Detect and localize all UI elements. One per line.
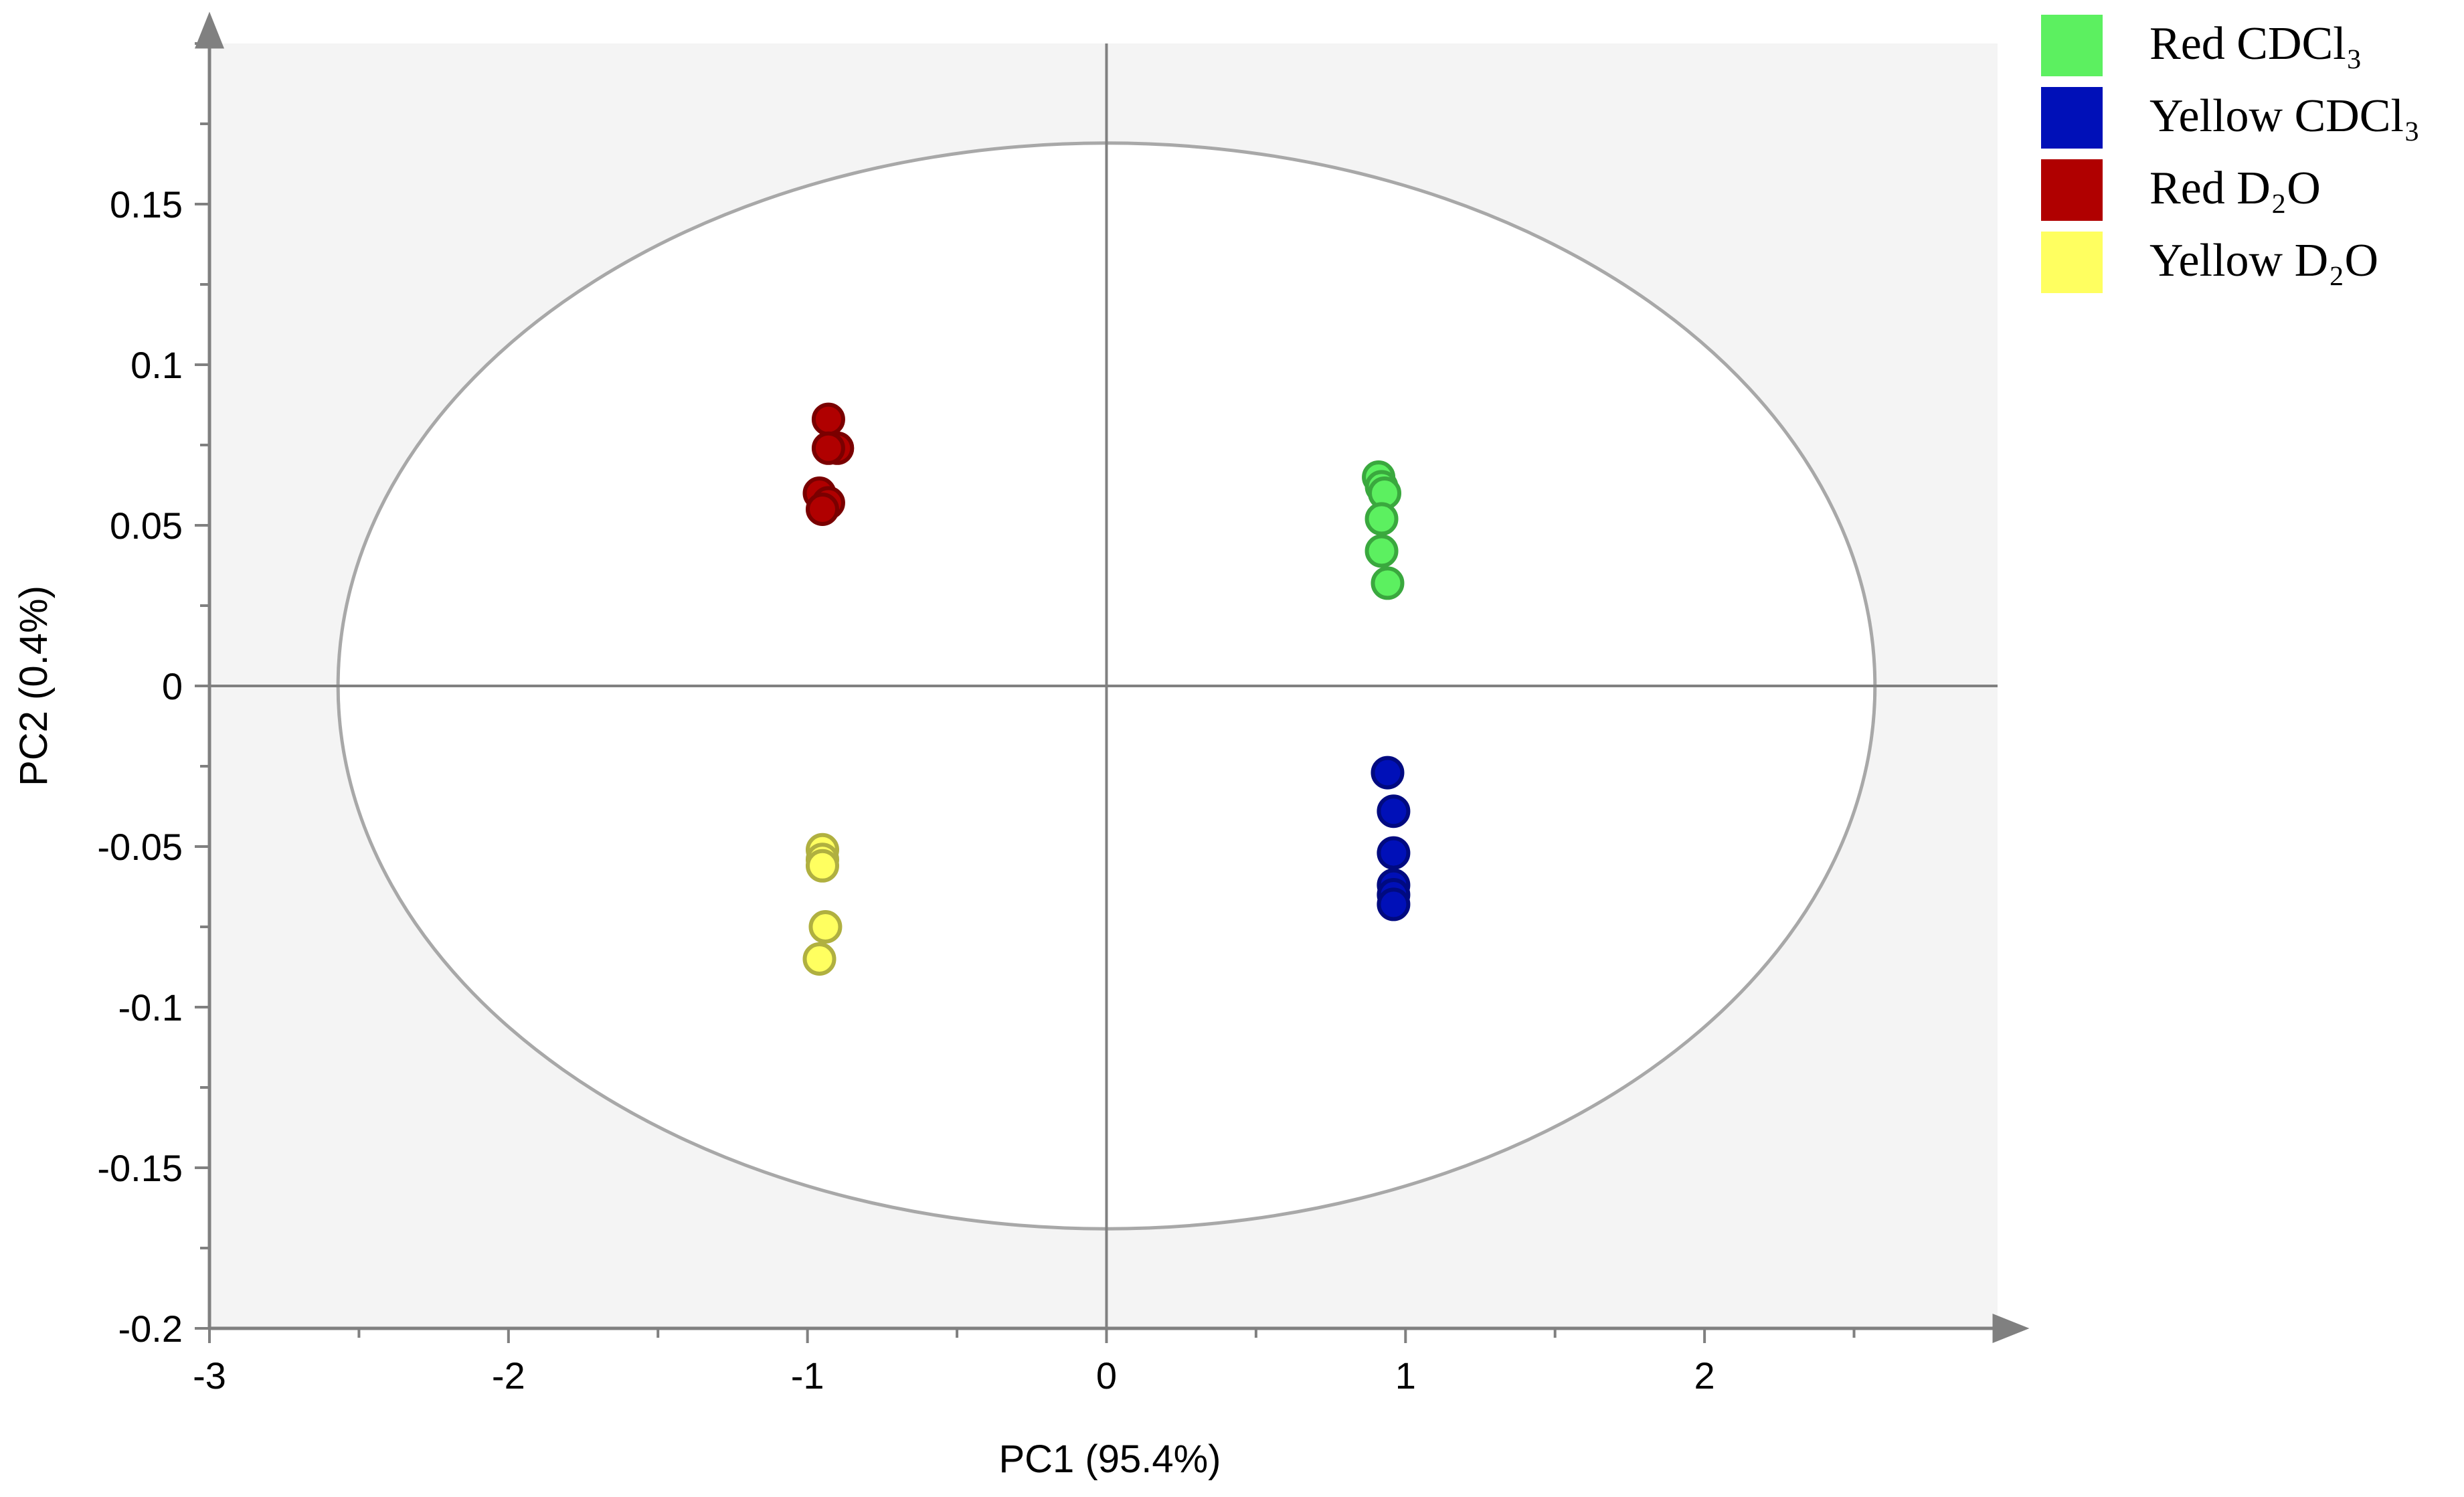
data-point	[1377, 794, 1411, 828]
legend-label: Yellow CDCl₃	[2149, 90, 2420, 142]
legend-swatch	[2041, 15, 2103, 76]
data-point	[805, 493, 839, 526]
data-point	[1377, 836, 1411, 870]
x-tick-label: -3	[193, 1354, 226, 1397]
legend-swatch	[2041, 232, 2103, 293]
data-point	[811, 431, 845, 465]
data-point	[808, 910, 843, 944]
y-tick-label: 0.05	[110, 505, 183, 547]
data-point	[1377, 887, 1411, 921]
data-point	[1365, 502, 1399, 536]
y-tick-label: -0.15	[97, 1147, 183, 1189]
data-point	[1371, 566, 1405, 600]
x-tick-label: 1	[1395, 1354, 1416, 1397]
data-point	[805, 849, 839, 883]
legend-label: Yellow D₂O	[2149, 235, 2378, 286]
x-tick-label: -1	[791, 1354, 824, 1397]
y-tick-label: 0.1	[130, 344, 183, 386]
y-tick-label: -0.2	[118, 1308, 183, 1350]
y-tick-label: 0	[162, 665, 183, 707]
x-axis-title: PC1 (95.4%)	[998, 1437, 1221, 1481]
legend-label: Red D₂O	[2149, 163, 2321, 214]
y-tick-label: 0.15	[110, 183, 183, 226]
x-tick-label: 2	[1694, 1354, 1715, 1397]
data-point	[802, 942, 837, 976]
data-point	[1365, 534, 1399, 568]
y-tick-label: -0.05	[97, 826, 183, 868]
y-tick-label: -0.1	[118, 986, 183, 1029]
y-axis-title: PC2 (0.4%)	[12, 586, 56, 786]
x-tick-label: -2	[492, 1354, 525, 1397]
legend-swatch	[2041, 159, 2103, 221]
data-point	[1371, 756, 1405, 790]
legend-swatch	[2041, 87, 2103, 149]
legend-label: Red CDCl₃	[2149, 18, 2362, 70]
data-point	[811, 402, 845, 436]
x-tick-label: 0	[1096, 1354, 1117, 1397]
